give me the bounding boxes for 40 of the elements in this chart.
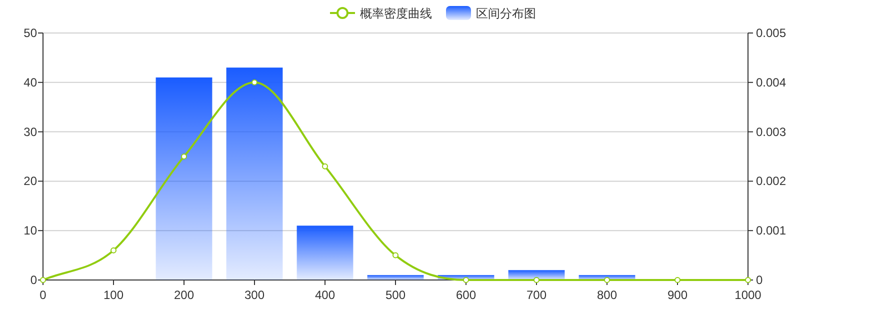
x-tick-label: 400	[314, 288, 336, 302]
x-tick-label: 0	[40, 288, 47, 302]
legend-label: 概率密度曲线	[360, 6, 432, 20]
y2-tick-label: 0.004	[756, 75, 786, 90]
y-tick-label: 30	[24, 124, 38, 139]
x-tick-label: 100	[103, 288, 124, 302]
x-tick-label: 700	[526, 288, 547, 302]
bar	[367, 275, 424, 280]
x-tick-label: 900	[667, 288, 688, 302]
y-tick-label: 40	[24, 75, 38, 90]
y-tick-label: 50	[24, 26, 38, 40]
x-tick-label: 200	[174, 288, 194, 302]
y-tick-label: 10	[24, 224, 38, 238]
legend-label: 区间分布图	[476, 6, 536, 20]
bar	[156, 77, 212, 280]
y2-tick-label: 0.003	[756, 124, 786, 139]
point	[674, 277, 680, 283]
y-tick-label: 20	[24, 174, 38, 188]
y-tick-label: 0	[30, 273, 38, 287]
y2-tick-label: 0	[756, 273, 763, 287]
x-tick-label: 800	[596, 288, 618, 302]
point	[110, 247, 116, 254]
y2-tick-label: 0.005	[756, 26, 786, 40]
point	[322, 163, 328, 170]
x-tick-label: 600	[456, 288, 476, 302]
point	[40, 277, 46, 283]
bar	[226, 68, 283, 280]
point	[534, 277, 540, 283]
bar	[296, 226, 354, 280]
y2-tick-label: 0.001	[756, 224, 786, 238]
x-tick-label: 500	[385, 288, 406, 302]
x-tick-label: 300	[244, 288, 265, 302]
point	[181, 154, 187, 160]
point	[392, 252, 398, 258]
point	[604, 277, 610, 283]
point	[252, 79, 258, 86]
y2-tick-label: 0.002	[756, 174, 786, 188]
x-tick-label: 1000	[734, 288, 762, 302]
point	[463, 277, 469, 283]
point	[745, 277, 751, 283]
